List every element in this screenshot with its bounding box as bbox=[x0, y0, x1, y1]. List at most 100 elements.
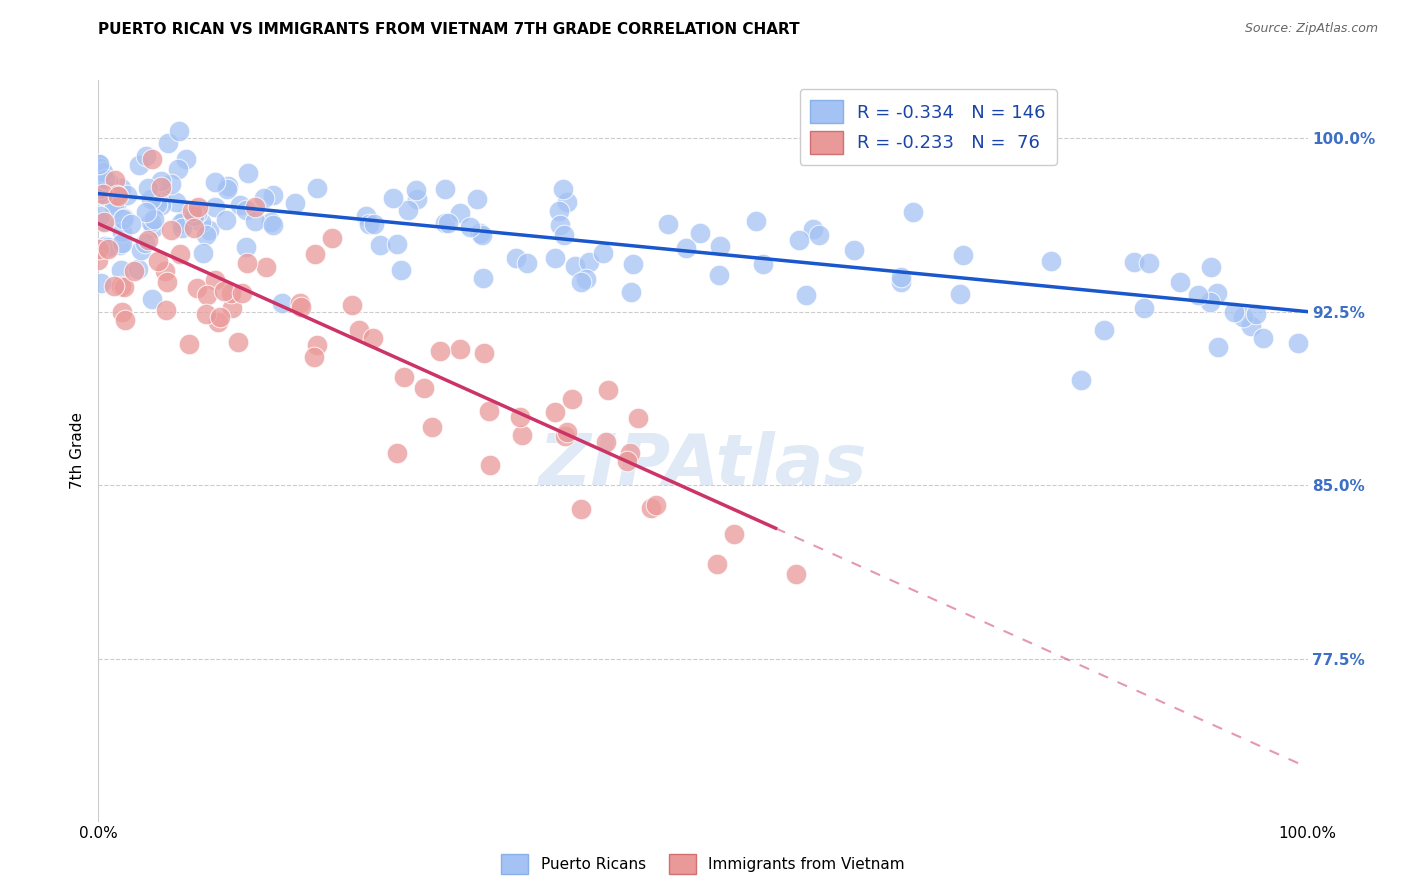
Point bbox=[207, 315, 229, 329]
Point bbox=[551, 182, 574, 196]
Point bbox=[221, 301, 243, 316]
Point bbox=[114, 312, 136, 326]
Point bbox=[186, 281, 208, 295]
Point bbox=[150, 198, 173, 212]
Point bbox=[174, 211, 197, 225]
Point bbox=[105, 188, 128, 202]
Point bbox=[472, 346, 495, 360]
Point bbox=[361, 330, 384, 344]
Point bbox=[195, 227, 218, 242]
Point bbox=[548, 204, 571, 219]
Point bbox=[1137, 256, 1160, 270]
Point bbox=[368, 237, 391, 252]
Point bbox=[212, 285, 235, 299]
Point bbox=[621, 257, 644, 271]
Point bbox=[305, 181, 328, 195]
Point bbox=[174, 152, 197, 166]
Point bbox=[752, 257, 775, 271]
Point bbox=[243, 214, 266, 228]
Point bbox=[357, 217, 380, 231]
Point bbox=[141, 152, 163, 166]
Point bbox=[219, 285, 242, 300]
Point bbox=[510, 427, 533, 442]
Legend: Puerto Ricans, Immigrants from Vietnam: Puerto Ricans, Immigrants from Vietnam bbox=[495, 848, 911, 880]
Point bbox=[91, 187, 114, 202]
Point bbox=[146, 254, 169, 268]
Point bbox=[111, 305, 134, 319]
Point bbox=[1168, 275, 1191, 289]
Point bbox=[197, 223, 219, 237]
Point bbox=[505, 251, 527, 265]
Point bbox=[544, 251, 567, 265]
Point bbox=[170, 216, 193, 230]
Point bbox=[107, 189, 129, 203]
Point bbox=[187, 200, 209, 214]
Text: ZIPAtlas: ZIPAtlas bbox=[538, 431, 868, 500]
Point bbox=[139, 214, 162, 228]
Point bbox=[460, 219, 482, 234]
Point bbox=[169, 246, 191, 260]
Point bbox=[231, 285, 253, 300]
Point bbox=[90, 185, 112, 199]
Point bbox=[675, 241, 697, 255]
Point bbox=[1232, 310, 1254, 324]
Point bbox=[288, 296, 311, 310]
Point bbox=[785, 566, 807, 581]
Point bbox=[254, 260, 277, 274]
Point bbox=[290, 300, 312, 314]
Point bbox=[89, 161, 111, 176]
Point bbox=[208, 310, 231, 324]
Point bbox=[470, 226, 492, 240]
Point bbox=[127, 262, 149, 277]
Point bbox=[110, 278, 132, 293]
Point bbox=[191, 246, 214, 260]
Point bbox=[952, 247, 974, 261]
Point bbox=[396, 203, 419, 218]
Point bbox=[284, 196, 307, 211]
Point bbox=[104, 198, 127, 212]
Point bbox=[87, 169, 110, 184]
Point bbox=[97, 242, 120, 256]
Point bbox=[111, 236, 134, 251]
Point bbox=[627, 410, 650, 425]
Point bbox=[794, 288, 817, 302]
Point bbox=[808, 227, 831, 242]
Point bbox=[253, 192, 276, 206]
Point bbox=[129, 243, 152, 257]
Point bbox=[356, 209, 378, 223]
Point bbox=[235, 202, 257, 217]
Point bbox=[156, 136, 179, 150]
Legend: R = -0.334   N = 146, R = -0.233   N =  76: R = -0.334 N = 146, R = -0.233 N = 76 bbox=[800, 89, 1057, 165]
Point bbox=[472, 270, 495, 285]
Point bbox=[91, 165, 114, 179]
Point bbox=[1092, 323, 1115, 337]
Point bbox=[465, 192, 488, 206]
Point bbox=[569, 502, 592, 516]
Point bbox=[167, 162, 190, 177]
Point bbox=[89, 157, 111, 171]
Point bbox=[112, 211, 135, 225]
Point bbox=[172, 221, 194, 235]
Point bbox=[139, 192, 162, 206]
Point bbox=[112, 279, 135, 293]
Point bbox=[167, 124, 190, 138]
Point bbox=[108, 238, 131, 252]
Point bbox=[89, 189, 111, 203]
Point bbox=[190, 215, 212, 229]
Point bbox=[103, 278, 125, 293]
Point bbox=[1206, 285, 1229, 300]
Point bbox=[93, 214, 115, 228]
Point bbox=[155, 264, 177, 278]
Y-axis label: 7th Grade: 7th Grade bbox=[69, 412, 84, 489]
Point bbox=[560, 392, 582, 407]
Point bbox=[707, 268, 730, 282]
Point bbox=[385, 236, 408, 251]
Point bbox=[150, 174, 173, 188]
Point bbox=[413, 381, 436, 395]
Point bbox=[262, 218, 284, 232]
Point bbox=[598, 384, 620, 398]
Point bbox=[97, 240, 120, 254]
Point bbox=[405, 183, 427, 197]
Point bbox=[1039, 254, 1062, 268]
Point bbox=[575, 272, 598, 286]
